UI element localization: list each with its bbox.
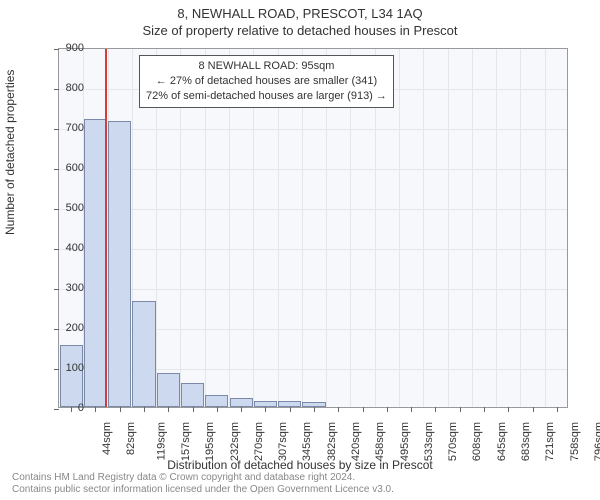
x-tick-label: 758sqm bbox=[569, 422, 581, 461]
histogram-bar bbox=[84, 119, 107, 407]
x-tick-label: 570sqm bbox=[447, 422, 459, 461]
x-tick-label: 533sqm bbox=[423, 422, 435, 461]
x-tick bbox=[460, 407, 461, 412]
x-tick bbox=[484, 407, 485, 412]
x-tick bbox=[508, 407, 509, 412]
x-tick-label: 119sqm bbox=[155, 422, 167, 460]
x-tick bbox=[241, 407, 242, 412]
x-tick-label: 82sqm bbox=[125, 422, 137, 455]
x-axis-title: Distribution of detached houses by size … bbox=[0, 458, 600, 472]
gridline-vertical bbox=[496, 49, 497, 407]
gridline-vertical bbox=[520, 49, 521, 407]
marker-line bbox=[105, 49, 107, 407]
chart-area: 8 NEWHALL ROAD: 95sqm← 27% of detached h… bbox=[58, 48, 568, 408]
histogram-bar bbox=[254, 401, 277, 407]
y-tick-label: 500 bbox=[44, 202, 84, 214]
x-tick bbox=[338, 407, 339, 412]
histogram-bar bbox=[60, 345, 83, 407]
x-tick bbox=[387, 407, 388, 412]
x-tick bbox=[95, 407, 96, 412]
x-tick bbox=[265, 407, 266, 412]
x-tick-label: 420sqm bbox=[350, 422, 362, 461]
gridline-vertical bbox=[472, 49, 473, 407]
info-box-line: ← 27% of detached houses are smaller (34… bbox=[146, 74, 387, 89]
gridline-horizontal bbox=[59, 129, 567, 130]
gridline-horizontal bbox=[59, 209, 567, 210]
x-tick-label: 683sqm bbox=[520, 422, 532, 461]
info-box: 8 NEWHALL ROAD: 95sqm← 27% of detached h… bbox=[139, 55, 394, 108]
x-tick bbox=[120, 407, 121, 412]
footer-attribution: Contains HM Land Registry data © Crown c… bbox=[12, 472, 394, 496]
x-tick-label: 307sqm bbox=[277, 422, 289, 461]
chart-subtitle: Size of property relative to detached ho… bbox=[0, 21, 600, 38]
info-box-line: 72% of semi-detached houses are larger (… bbox=[146, 89, 387, 104]
x-tick-label: 458sqm bbox=[374, 422, 386, 461]
x-tick bbox=[363, 407, 364, 412]
y-tick-label: 400 bbox=[44, 242, 84, 254]
gridline-vertical bbox=[545, 49, 546, 407]
x-tick-label: 495sqm bbox=[399, 422, 411, 461]
histogram-bar bbox=[132, 301, 155, 407]
footer-line-2: Contains public sector information licen… bbox=[12, 484, 394, 496]
y-tick-label: 300 bbox=[44, 282, 84, 294]
x-tick bbox=[411, 407, 412, 412]
y-tick-label: 200 bbox=[44, 322, 84, 334]
histogram-bar bbox=[181, 383, 204, 407]
histogram-bar bbox=[278, 401, 301, 407]
y-tick-label: 0 bbox=[44, 402, 84, 414]
y-axis-title: Number of detached properties bbox=[3, 70, 17, 235]
x-tick-label: 382sqm bbox=[326, 422, 338, 461]
y-tick-label: 100 bbox=[44, 362, 84, 374]
histogram-bar bbox=[302, 402, 325, 407]
x-tick-label: 345sqm bbox=[302, 422, 314, 461]
x-tick-label: 721sqm bbox=[544, 422, 556, 461]
x-tick-label: 608sqm bbox=[472, 422, 484, 461]
gridline-horizontal bbox=[59, 249, 567, 250]
x-tick bbox=[144, 407, 145, 412]
histogram-bar bbox=[157, 373, 180, 407]
gridline-vertical bbox=[448, 49, 449, 407]
chart-container: 8, NEWHALL ROAD, PRESCOT, L34 1AQ Size o… bbox=[0, 0, 600, 500]
histogram-bar bbox=[205, 395, 228, 407]
x-tick bbox=[533, 407, 534, 412]
x-tick-label: 232sqm bbox=[229, 422, 241, 461]
x-tick-label: 796sqm bbox=[593, 422, 600, 461]
x-tick bbox=[290, 407, 291, 412]
histogram-bar bbox=[108, 121, 131, 407]
x-tick-label: 44sqm bbox=[101, 422, 113, 455]
plot-region: 8 NEWHALL ROAD: 95sqm← 27% of detached h… bbox=[58, 48, 568, 408]
x-tick bbox=[193, 407, 194, 412]
x-tick bbox=[435, 407, 436, 412]
footer-line-1: Contains HM Land Registry data © Crown c… bbox=[12, 472, 394, 484]
info-box-line: 8 NEWHALL ROAD: 95sqm bbox=[146, 59, 387, 74]
y-tick-label: 800 bbox=[44, 82, 84, 94]
y-tick-label: 700 bbox=[44, 122, 84, 134]
x-tick-label: 195sqm bbox=[204, 422, 216, 461]
chart-title: 8, NEWHALL ROAD, PRESCOT, L34 1AQ bbox=[0, 0, 600, 21]
x-tick-label: 645sqm bbox=[496, 422, 508, 461]
x-tick bbox=[557, 407, 558, 412]
y-tick-label: 600 bbox=[44, 162, 84, 174]
x-tick bbox=[314, 407, 315, 412]
histogram-bar bbox=[230, 398, 253, 407]
gridline-horizontal bbox=[59, 169, 567, 170]
gridline-vertical bbox=[423, 49, 424, 407]
y-tick-label: 900 bbox=[44, 42, 84, 54]
x-tick-label: 270sqm bbox=[253, 422, 265, 461]
gridline-horizontal bbox=[59, 289, 567, 290]
gridline-vertical bbox=[399, 49, 400, 407]
x-tick-label: 157sqm bbox=[180, 422, 192, 461]
x-tick bbox=[168, 407, 169, 412]
x-tick bbox=[217, 407, 218, 412]
